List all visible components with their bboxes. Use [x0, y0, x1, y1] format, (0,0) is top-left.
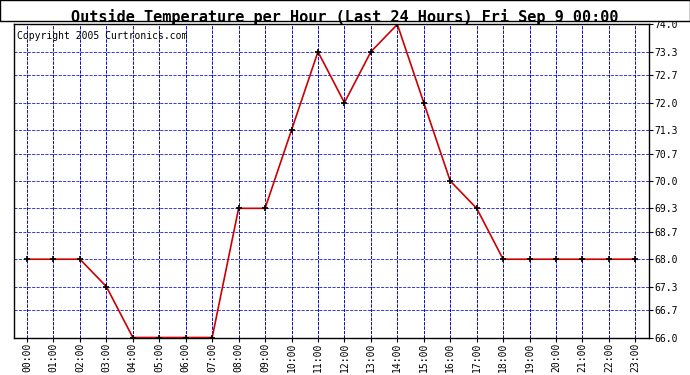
Text: Outside Temperature per Hour (Last 24 Hours) Fri Sep 9 00:00: Outside Temperature per Hour (Last 24 Ho…: [71, 9, 619, 26]
Text: Outside Temperature per Hour (Last 24 Hours) Fri Sep 9 00:00: Outside Temperature per Hour (Last 24 Ho…: [71, 9, 619, 26]
Text: Copyright 2005 Curtronics.com: Copyright 2005 Curtronics.com: [17, 31, 188, 40]
